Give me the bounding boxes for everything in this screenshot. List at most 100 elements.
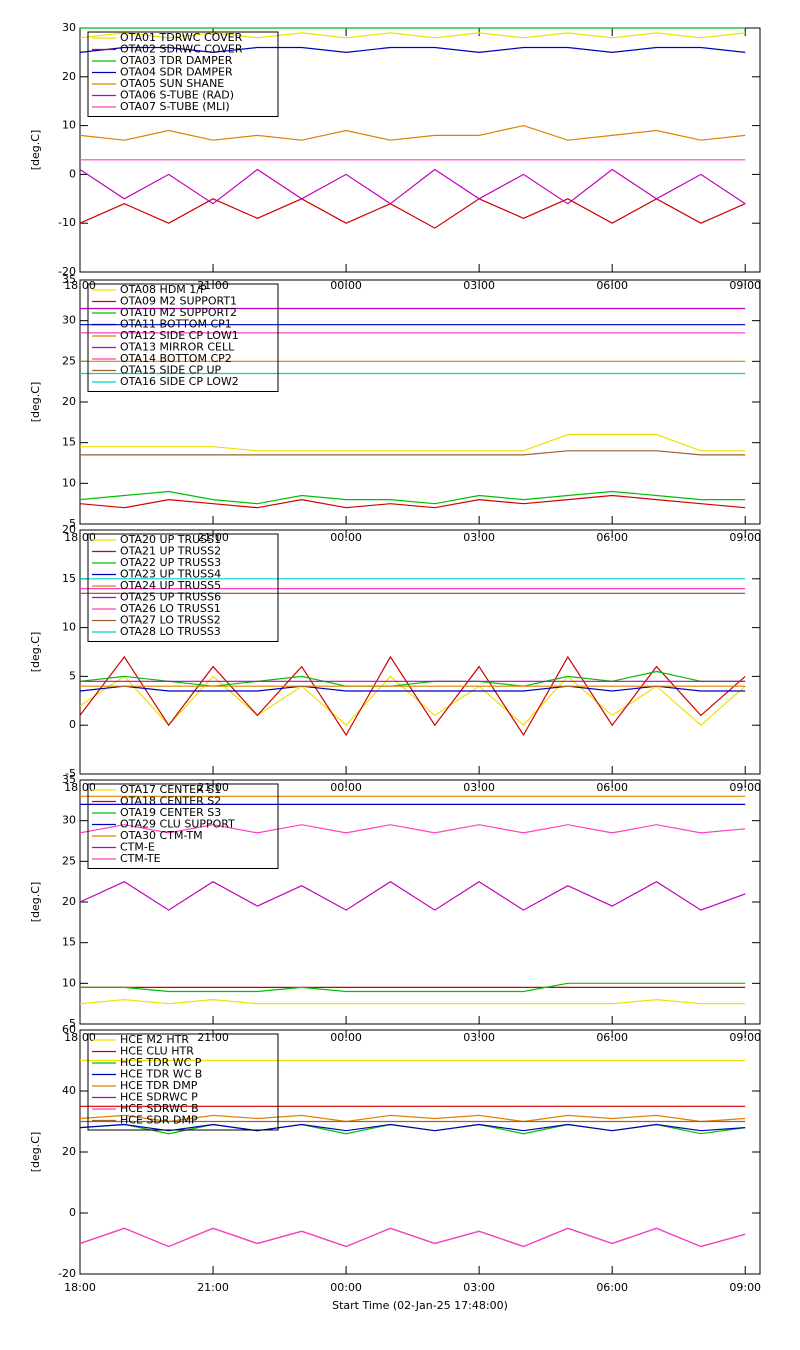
y-tick-label: 20: [62, 895, 76, 908]
legend-label: OTA05 SUN SHANE: [120, 77, 224, 90]
legend-label: OTA16 SIDE CP LOW2: [120, 375, 239, 388]
legend-label: OTA22 UP TRUSS3: [120, 556, 221, 569]
legend-label: HCE SDRWC B: [120, 1102, 199, 1115]
legend-label: OTA12 SIDE CP LOW1: [120, 329, 239, 342]
legend-label: OTA18 CENTER S2: [120, 795, 221, 808]
y-tick-label: 0: [69, 1206, 76, 1219]
legend-label: OTA01 TDRWC COVER: [120, 31, 243, 44]
series-line: [79, 998, 746, 1005]
series-line: [79, 1114, 746, 1123]
series-line: [79, 32, 746, 39]
legend-label: OTA04 SDR DAMPER: [120, 66, 233, 79]
series-line: [79, 824, 746, 834]
y-tick-label: 5: [69, 1017, 76, 1030]
y-tick-label: 5: [69, 517, 76, 530]
legend-label: OTA30 CTM-TM: [120, 829, 203, 842]
panel: -20 0 20 40 60 18:00 21:00 00:00 03:00 06:00 09:00…: [29, 1023, 761, 1312]
legend-box: [87, 283, 279, 392]
y-axis-label: [deg.C]: [29, 130, 42, 171]
series-line: [80, 982, 746, 993]
series-line: [80, 450, 746, 456]
legend-label: OTA08 HDM 1/P: [120, 283, 207, 296]
legend-box: [87, 533, 279, 642]
legend-label: HCE M2 HTR: [120, 1033, 189, 1046]
y-tick-label: 15: [62, 936, 76, 949]
series-line: [79, 46, 746, 54]
x-tick-label: 18:00: [64, 1281, 96, 1294]
x-tick-label: 03:00: [463, 1281, 495, 1294]
y-tick-label: 60: [62, 1023, 76, 1036]
legend-label: OTA20 UP TRUSS1: [120, 533, 221, 546]
y-tick-label: -5: [65, 767, 76, 780]
legend-label: OTA29 CLU SUPPORT: [120, 818, 235, 831]
legend-label: HCE TDR WC P: [120, 1056, 202, 1069]
legend-label: OTA27 LO TRUSS2: [120, 614, 221, 627]
legend-label: OTA10 M2 SUPPORT2: [120, 306, 237, 319]
legend-label: OTA19 CENTER S3: [120, 806, 221, 819]
legend-label: OTA13 MIRROR CELL: [120, 341, 235, 354]
legend-label: HCE SDRWC P: [120, 1091, 198, 1104]
legend-label: OTA23 UP TRUSS4: [120, 568, 221, 581]
legend-label: OTA07 S-TUBE (MLI): [120, 100, 230, 113]
legend-label: HCE TDR WC B: [120, 1068, 202, 1081]
legend-label: CTM-TE: [120, 852, 161, 865]
series-line: [79, 675, 746, 727]
y-tick-label: 5: [69, 669, 76, 682]
y-axis-label: [deg.C]: [29, 382, 42, 423]
y-tick-label: 40: [62, 1084, 76, 1097]
series-line: [79, 670, 746, 687]
series-line: [79, 1227, 746, 1248]
legend-label: OTA17 CENTER S1: [120, 783, 221, 796]
y-tick-label: -10: [58, 216, 76, 229]
plot-frame: [79, 529, 761, 775]
legend-label: OTA03 TDR DAMPER: [120, 54, 233, 67]
y-axis-label: [deg.C]: [29, 1132, 42, 1173]
legend-label: OTA21 UP TRUSS2: [120, 545, 221, 558]
y-tick-label: -20: [58, 1267, 76, 1280]
legend-label: OTA26 LO TRUSS1: [120, 602, 221, 615]
y-tick-label: 20: [62, 70, 76, 83]
series-line: [79, 168, 746, 205]
legend-label: OTA11 BOTTOM CP1: [120, 318, 232, 331]
y-tick-label: 15: [62, 436, 76, 449]
y-tick-label: 10: [62, 976, 76, 989]
legend-label: OTA24 UP TRUSS5: [120, 579, 221, 592]
series-line: [79, 685, 746, 692]
legend-label: OTA28 LO TRUSS3: [120, 625, 221, 638]
legend-box: [87, 783, 279, 869]
series-line: [79, 124, 746, 141]
legend-label: HCE CLU HTR: [120, 1045, 194, 1058]
y-tick-label: 10: [62, 476, 76, 489]
y-tick-label: 10: [62, 621, 76, 634]
y-tick-label: 25: [62, 854, 76, 867]
x-tick-label: 00:00: [330, 1281, 362, 1294]
x-tick-label: 09:00: [729, 1281, 761, 1294]
legend-label: CTM-E: [120, 841, 155, 854]
legend-label: OTA09 M2 SUPPORT1: [120, 295, 237, 308]
series-line: [79, 880, 746, 911]
y-tick-label: 25: [62, 354, 76, 367]
x-tick-label: 06:00: [596, 1281, 628, 1294]
y-tick-label: 10: [62, 119, 76, 132]
legend-label: OTA14 BOTTOM CP2: [120, 352, 232, 365]
y-tick-label: 30: [62, 814, 76, 827]
legend-label: OTA06 S-TUBE (RAD): [120, 89, 234, 102]
legend-box: [87, 31, 279, 117]
legend-label: OTA25 UP TRUSS6: [120, 591, 221, 604]
series-line: [79, 198, 746, 229]
y-tick-label: 15: [62, 572, 76, 585]
legend-label: HCE TDR DMP: [120, 1079, 198, 1092]
legend-box: [87, 1033, 279, 1131]
y-tick-label: 30: [62, 314, 76, 327]
y-tick-label: 0: [69, 167, 76, 180]
legend-label: HCE SDR DMP: [120, 1114, 198, 1127]
series-line: [79, 1227, 746, 1248]
y-tick-label: -20: [58, 265, 76, 278]
series-line: [80, 433, 746, 452]
y-tick-label: 20: [62, 523, 76, 536]
